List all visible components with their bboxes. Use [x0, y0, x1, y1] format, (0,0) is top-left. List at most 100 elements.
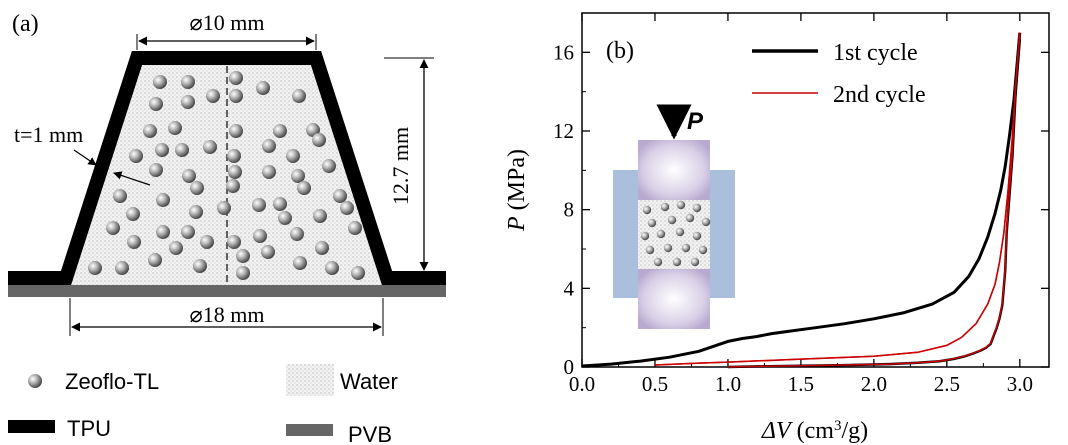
zeoflo-particle	[181, 225, 195, 239]
zeoflo-particle	[193, 259, 207, 273]
zeoflo-particle	[149, 163, 163, 177]
zeoflo-particle	[348, 221, 362, 235]
zeoflo-particle	[115, 261, 129, 275]
legend-zeoflo-label: Zeoflo-TL	[65, 369, 159, 394]
zeoflo-particle	[273, 197, 287, 211]
zeoflo-particle	[226, 179, 240, 193]
zeoflo-particle	[315, 241, 329, 255]
zeoflo-particle	[156, 225, 170, 239]
plot-frame	[581, 12, 1050, 368]
series-2nd-cycle-loading-overlay	[654, 32, 1021, 366]
zeoflo-particle	[129, 149, 143, 163]
zeoflo-particle	[229, 89, 243, 103]
zeoflo-particle	[261, 245, 275, 259]
zeoflo-particle	[290, 227, 304, 241]
zeoflo-particle	[286, 149, 300, 163]
zeoflo-particle	[168, 121, 182, 135]
x-tick-label: 1.5	[788, 372, 814, 396]
inset-particle	[660, 202, 670, 212]
zeoflo-particle	[322, 159, 336, 173]
zeoflo-particle	[312, 133, 326, 147]
zeoflo-particle	[262, 165, 276, 179]
inset-particle	[640, 231, 650, 241]
zeoflo-particle	[149, 97, 163, 111]
zeoflo-particle	[175, 143, 189, 157]
inset-particle	[701, 217, 711, 227]
x-tick-label: 1.0	[715, 372, 741, 396]
inset-particle	[656, 229, 666, 239]
x-axis-label: ΔV (cm3/g)	[761, 418, 868, 444]
zeoflo-particle	[169, 241, 183, 255]
inset-particles	[640, 200, 711, 267]
zeoflo-particle	[227, 235, 241, 249]
zeoflo-particle	[340, 201, 354, 215]
zeoflo-particle	[153, 75, 167, 89]
zeoflo-particle	[127, 235, 141, 249]
inset-particle	[685, 213, 695, 223]
x-tick-label: 0.5	[642, 372, 668, 396]
y-tick-label: 8	[564, 198, 575, 222]
inset-bottom-piston	[638, 269, 710, 329]
thickness-arrow-inner	[113, 171, 151, 186]
zeoflo-particle	[253, 229, 267, 243]
zeoflo-particle	[252, 198, 266, 212]
zeoflo-particle	[293, 256, 307, 270]
series-2nd-cycle-unloading-overlay	[727, 32, 1021, 368]
zeoflo-particle	[229, 124, 243, 138]
height-label: 12.7 mm	[388, 127, 413, 205]
panel-a-legend: Zeoflo-TL Water TPU PVB	[8, 364, 398, 445]
panel-a-schematic: ⌀10 mm ⌀18 mm 12.7 mm t=1 mm (a)	[8, 10, 446, 336]
thickness-arrow-outer	[73, 149, 97, 166]
panel-a-label: (a)	[12, 11, 39, 37]
x-tick-label: 2.0	[861, 372, 887, 396]
inset-particle	[645, 245, 655, 255]
x-tick-label: 2.5	[934, 372, 960, 396]
zeoflo-particle	[106, 221, 120, 235]
zeoflo-particle	[156, 193, 170, 207]
tpu-legend-swatch	[8, 420, 55, 433]
inset-particle	[663, 243, 673, 253]
zeoflo-legend-icon	[28, 374, 42, 388]
zeoflo-particle	[181, 95, 195, 109]
zeoflo-particle	[126, 207, 140, 221]
series-1st-cycle-loading	[581, 32, 1022, 368]
thickness-label: t=1 mm	[14, 122, 83, 147]
zeoflo-particle	[227, 149, 241, 163]
panel-b-label: (b)	[606, 38, 634, 64]
zeoflo-particle	[206, 89, 220, 103]
zeoflo-particle	[229, 71, 243, 85]
chart-legend: 1st cycle 2nd cycle	[752, 40, 926, 108]
legend-pvb-label: PVB	[348, 422, 392, 445]
zeoflo-particle	[190, 181, 204, 195]
zeoflo-particle	[88, 261, 102, 275]
zeoflo-particle	[292, 89, 306, 103]
x-tick-label: 3.0	[1007, 372, 1033, 396]
top-diameter-label: ⌀10 mm	[190, 10, 265, 35]
pvb-legend-swatch	[286, 424, 333, 436]
zeoflo-particle	[155, 143, 169, 157]
inset-particle	[698, 245, 708, 255]
x-tick-label: 0.0	[569, 372, 595, 396]
inset-top-piston	[638, 140, 710, 200]
water-legend-swatch	[286, 364, 334, 396]
zeoflo-particle	[181, 75, 195, 89]
y-tick-label: 12	[553, 119, 574, 143]
legend-tpu-label: TPU	[67, 416, 111, 441]
inset-particle	[692, 231, 702, 241]
y-tick-label: 0	[564, 355, 575, 379]
data-curves	[581, 32, 1022, 369]
inset-particle	[690, 257, 700, 267]
inset-particle	[653, 257, 663, 267]
zeoflo-particle	[189, 205, 203, 219]
pvb-layer	[8, 285, 446, 297]
axis-ticks	[581, 13, 1049, 368]
inset-particle	[647, 218, 657, 228]
zeoflo-particle	[228, 165, 242, 179]
zeoflo-particle	[325, 261, 339, 275]
inset-particle	[667, 215, 677, 225]
y-tick-label: 16	[553, 40, 574, 64]
zeoflo-particles	[88, 71, 365, 280]
zeoflo-particle	[256, 81, 270, 95]
